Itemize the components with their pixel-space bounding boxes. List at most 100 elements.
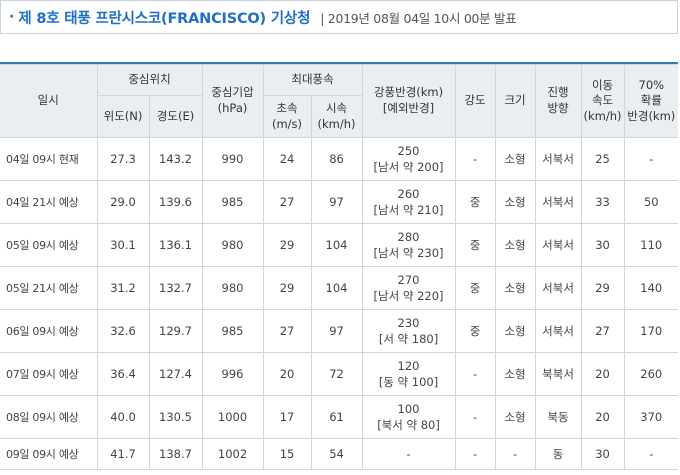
cell-longitude: 127.4 — [148, 352, 203, 396]
cell-radius-exception: [남서 약 230] — [373, 246, 444, 260]
cell-intensity: 중 — [454, 309, 496, 353]
cell-gale-radius: 100 [북서 약 80] — [361, 395, 456, 439]
cell-size: 소형 — [494, 352, 536, 396]
cell-latitude: 41.7 — [96, 438, 150, 470]
cell-direction: 서북서 — [534, 137, 582, 181]
table-row: 05일 09시 예상 30.1 136.1 980 29 104 280 [남서… — [0, 223, 679, 267]
cell-intensity: 중 — [454, 223, 496, 267]
cell-wind-ms: 20 — [262, 352, 312, 396]
cell-wind-ms: 15 — [262, 438, 312, 470]
cell-direction: 북북서 — [534, 352, 582, 396]
cell-radius70: 140 — [623, 266, 679, 310]
col-wind-ms-line2: (m/s) — [271, 116, 303, 131]
cell-speed: 27 — [580, 309, 625, 353]
col-radius70-line2: 확률 — [640, 93, 662, 108]
col-wind-kmh: 시속 (km/h) — [310, 95, 363, 138]
cell-gale-radius: 250 [남서 약 200] — [361, 137, 456, 181]
cell-speed: 33 — [580, 180, 625, 224]
table-row: 06일 09시 예상 32.6 129.7 985 27 97 230 [서 약… — [0, 309, 679, 353]
col-intensity: 강도 — [454, 64, 496, 138]
cell-wind-kmh: 72 — [310, 352, 363, 396]
cell-pressure: 1000 — [201, 395, 264, 439]
cell-radius-value: 280 — [397, 229, 420, 244]
cell-datetime: 07일 09시 예상 — [0, 352, 98, 396]
cell-pressure: 985 — [201, 180, 264, 224]
cell-wind-kmh: 97 — [310, 180, 363, 224]
cell-longitude: 129.7 — [148, 309, 203, 353]
cell-pressure: 980 — [201, 223, 264, 267]
cell-direction: 서북서 — [534, 223, 582, 267]
cell-radius70: - — [623, 137, 679, 181]
col-speed: 이동 속도 (km/h) — [580, 64, 625, 138]
cell-datetime: 04일 21시 예상 — [0, 180, 98, 224]
cell-gale-radius: 280 [남서 약 230] — [361, 223, 456, 267]
forecast-rows: 04일 09시 현재 27.3 143.2 990 24 86 250 [남서 … — [0, 137, 679, 470]
cell-pressure: 996 — [201, 352, 264, 396]
col-datetime: 일시 — [0, 64, 98, 138]
cell-latitude: 40.0 — [96, 395, 150, 439]
typhoon-title: 제 8호 태풍 프란시스코(FRANCISCO) 기상청 — [18, 10, 311, 27]
cell-pressure: 990 — [201, 137, 264, 181]
forecast-table: 일시 중심위치 중심기압 (hPa) 최대풍속 강풍반경(km) [예외반경] … — [0, 64, 679, 470]
cell-radius-exception: [남서 약 220] — [373, 289, 444, 303]
cell-size: 소형 — [494, 180, 536, 224]
cell-direction: 서북서 — [534, 180, 582, 224]
cell-radius-value: 270 — [397, 272, 420, 287]
col-central-pressure-line2: (hPa) — [217, 101, 248, 115]
cell-direction: 서북서 — [534, 309, 582, 353]
cell-radius-value: 230 — [397, 315, 420, 330]
cell-wind-kmh: 104 — [310, 223, 363, 267]
cell-radius70: 170 — [623, 309, 679, 353]
table-row: 05일 21시 예상 31.2 132.7 980 29 104 270 [남서… — [0, 266, 679, 310]
cell-longitude: 136.1 — [148, 223, 203, 267]
cell-gale-radius: 260 [남서 약 210] — [361, 180, 456, 224]
col-longitude: 경도(E) — [148, 95, 203, 138]
cell-intensity: - — [454, 352, 496, 396]
cell-gale-radius: - — [361, 438, 456, 470]
cell-pressure: 985 — [201, 309, 264, 353]
cell-wind-ms: 17 — [262, 395, 312, 439]
cell-datetime: 06일 09시 예상 — [0, 309, 98, 353]
issued-time: | 2019년 08월 04일 10시 00분 발표 — [320, 10, 517, 26]
cell-wind-kmh: 61 — [310, 395, 363, 439]
cell-longitude: 130.5 — [148, 395, 203, 439]
cell-speed: 25 — [580, 137, 625, 181]
cell-radius70: 260 — [623, 352, 679, 396]
cell-speed: 30 — [580, 438, 625, 470]
cell-size: 소형 — [494, 395, 536, 439]
cell-direction: 서북서 — [534, 266, 582, 310]
cell-wind-kmh: 104 — [310, 266, 363, 310]
col-gale-radius-line2: [예외반경] — [382, 101, 435, 115]
cell-radius70: 50 — [623, 180, 679, 224]
cell-datetime: 04일 09시 현재 — [0, 137, 98, 181]
forecast-table-container: 일시 중심위치 중심기압 (hPa) 최대풍속 강풍반경(km) [예외반경] … — [0, 62, 679, 470]
col-wind-kmh-line2: (km/h) — [317, 116, 356, 131]
cell-latitude: 31.2 — [96, 266, 150, 310]
col-wind-ms-line1: 초속 — [276, 100, 298, 115]
cell-intensity: 중 — [454, 266, 496, 310]
table-row: 07일 09시 예상 36.4 127.4 996 20 72 120 [동 약… — [0, 352, 679, 396]
cell-datetime: 05일 09시 예상 — [0, 223, 98, 267]
table-row: 04일 09시 현재 27.3 143.2 990 24 86 250 [남서 … — [0, 137, 679, 181]
col-radius70: 70% 확률 반경(km) — [623, 64, 679, 138]
cell-datetime: 05일 21시 예상 — [0, 266, 98, 310]
cell-speed: 30 — [580, 223, 625, 267]
cell-intensity: - — [454, 395, 496, 439]
cell-datetime: 08일 09시 예상 — [0, 395, 98, 439]
col-speed-line2: 속도 — [591, 93, 614, 108]
cell-wind-kmh: 54 — [310, 438, 363, 470]
col-gale-radius: 강풍반경(km) [예외반경] — [361, 64, 456, 138]
cell-radius-exception: [북서 약 80] — [377, 418, 440, 432]
cell-radius-value: 100 — [397, 401, 420, 416]
cell-latitude: 29.0 — [96, 180, 150, 224]
cell-radius-value: 250 — [397, 143, 420, 158]
cell-radius-value: 260 — [397, 186, 420, 201]
cell-longitude: 143.2 — [148, 137, 203, 181]
cell-longitude: 139.6 — [148, 180, 203, 224]
cell-latitude: 32.6 — [96, 309, 150, 353]
cell-gale-radius: 230 [서 약 180] — [361, 309, 456, 353]
cell-wind-ms: 29 — [262, 223, 312, 267]
col-central-pressure: 중심기압 (hPa) — [201, 64, 264, 138]
cell-radius-exception: [남서 약 210] — [373, 203, 444, 217]
col-direction: 진행 방향 — [534, 64, 582, 138]
